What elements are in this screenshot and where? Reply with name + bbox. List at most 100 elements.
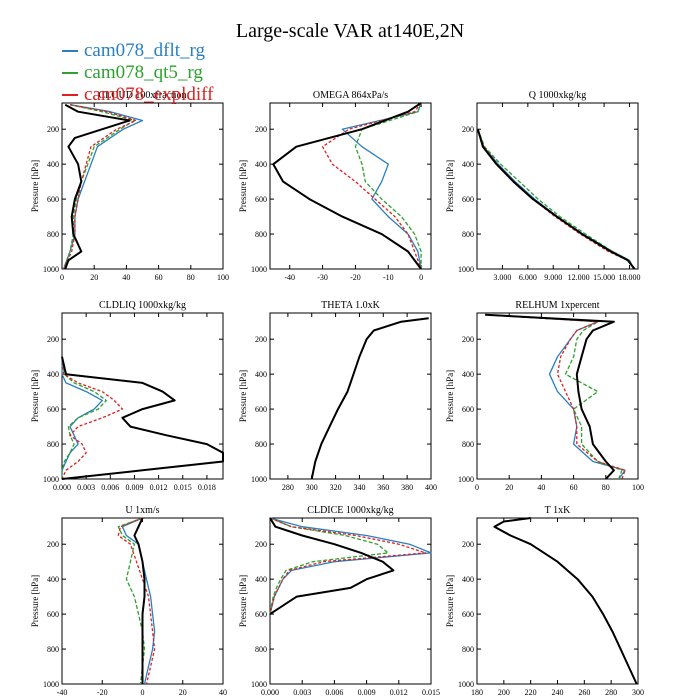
series-line bbox=[477, 128, 635, 270]
y-tick-label: 800 bbox=[47, 645, 59, 654]
series-line bbox=[269, 517, 389, 615]
x-tick-label: 3.000 bbox=[493, 273, 511, 282]
x-tick-label: 0.015 bbox=[422, 688, 440, 697]
y-tick-label: 600 bbox=[462, 610, 474, 619]
plot-frame bbox=[61, 102, 224, 270]
series-line bbox=[121, 517, 156, 685]
x-tick-label: 0.009 bbox=[358, 688, 376, 697]
series-line bbox=[341, 102, 422, 270]
x-tick-label: 0 bbox=[141, 688, 145, 697]
panel-title: OMEGA 864xPa/s bbox=[313, 90, 388, 101]
y-tick-label: 400 bbox=[462, 160, 474, 169]
x-tick-label: 0.009 bbox=[125, 483, 143, 492]
y-axis-title: Pressure [hPa] bbox=[238, 575, 248, 627]
y-tick-label: 200 bbox=[47, 335, 59, 344]
panel-title: CLOUD 100xfraction bbox=[98, 90, 186, 101]
page-title: Large-scale VAR at140E,2N bbox=[235, 20, 465, 42]
y-tick-label: 200 bbox=[255, 540, 267, 549]
legend: cam078_dflt_rg cam078_qt5_rg cam078_expl… bbox=[62, 40, 213, 106]
y-tick-label: 600 bbox=[255, 610, 267, 619]
y-tick-label: 600 bbox=[47, 405, 59, 414]
x-tick-label: 280 bbox=[282, 483, 294, 492]
series-line bbox=[354, 102, 422, 269]
series-line bbox=[272, 102, 422, 270]
panel-title: CLDICE 1000xkg/kg bbox=[307, 505, 393, 516]
y-tick-label: 600 bbox=[255, 405, 267, 414]
x-tick-label: 15.000 bbox=[593, 273, 615, 282]
y-axis-title: Pressure [hPa] bbox=[30, 160, 40, 212]
y-tick-label: 400 bbox=[255, 370, 267, 379]
series-line bbox=[117, 517, 156, 685]
y-tick-label: 400 bbox=[462, 575, 474, 584]
y-tick-label: 800 bbox=[255, 645, 267, 654]
x-tick-label: -20 bbox=[97, 688, 108, 697]
y-axis-title: Pressure [hPa] bbox=[445, 370, 455, 422]
x-tick-label: 360 bbox=[377, 483, 389, 492]
x-tick-label: 280 bbox=[605, 688, 617, 697]
series-line bbox=[64, 103, 131, 270]
series-line bbox=[133, 517, 146, 684]
x-tick-label: 100 bbox=[632, 483, 644, 492]
y-tick-label: 200 bbox=[462, 125, 474, 134]
series-line bbox=[311, 317, 429, 480]
y-axis-title: Pressure [hPa] bbox=[238, 370, 248, 422]
x-tick-label: 40 bbox=[122, 273, 130, 282]
y-tick-label: 800 bbox=[462, 440, 474, 449]
plot-frame bbox=[269, 517, 432, 685]
x-tick-label: 0 bbox=[60, 273, 64, 282]
y-tick-label: 200 bbox=[255, 125, 267, 134]
y-tick-label: 800 bbox=[47, 440, 59, 449]
x-tick-label: 60 bbox=[155, 273, 163, 282]
y-tick-label: 800 bbox=[47, 230, 59, 239]
plot-frame bbox=[476, 312, 639, 480]
x-tick-label: 40 bbox=[219, 688, 227, 697]
y-tick-label: 800 bbox=[255, 230, 267, 239]
y-tick-label: 200 bbox=[255, 335, 267, 344]
series-line bbox=[61, 356, 224, 480]
y-tick-label: 200 bbox=[47, 125, 59, 134]
x-tick-label: 300 bbox=[306, 483, 318, 492]
panel-title: RELHUM 1xpercent bbox=[515, 300, 599, 311]
x-tick-label: 0.000 bbox=[53, 483, 71, 492]
y-tick-label: 800 bbox=[255, 440, 267, 449]
y-tick-label: 200 bbox=[462, 540, 474, 549]
x-tick-label: 0.006 bbox=[101, 483, 119, 492]
x-tick-label: 20 bbox=[179, 688, 187, 697]
y-tick-label: 400 bbox=[255, 575, 267, 584]
x-tick-label: 180 bbox=[471, 688, 483, 697]
series-line bbox=[311, 317, 429, 480]
y-axis-title: Pressure [hPa] bbox=[445, 575, 455, 627]
y-tick-label: 400 bbox=[47, 575, 59, 584]
series-line bbox=[61, 356, 107, 479]
x-tick-label: 0.012 bbox=[390, 688, 408, 697]
x-tick-label: 18.000 bbox=[619, 273, 641, 282]
x-tick-label: 0.018 bbox=[198, 483, 216, 492]
x-tick-label: 0.015 bbox=[174, 483, 192, 492]
y-tick-label: 400 bbox=[47, 370, 59, 379]
series-line bbox=[477, 128, 635, 270]
y-tick-label: 600 bbox=[47, 610, 59, 619]
legend-item: cam078_expldiff bbox=[62, 84, 213, 106]
x-tick-label: 60 bbox=[570, 483, 578, 492]
series-line bbox=[493, 517, 638, 685]
plot-frame bbox=[269, 102, 432, 270]
x-tick-label: 220 bbox=[525, 688, 537, 697]
y-tick-label: 1000 bbox=[458, 265, 474, 274]
series-line bbox=[310, 317, 429, 480]
y-tick-label: 1000 bbox=[251, 265, 267, 274]
series-line bbox=[269, 517, 395, 615]
x-tick-label: -20 bbox=[350, 273, 361, 282]
x-tick-label: 20 bbox=[90, 273, 98, 282]
x-tick-label: 320 bbox=[330, 483, 342, 492]
x-tick-label: 340 bbox=[353, 483, 365, 492]
legend-label: cam078_dflt_rg bbox=[84, 40, 206, 61]
x-tick-label: 380 bbox=[401, 483, 413, 492]
legend-item: cam078_qt5_rg bbox=[62, 62, 213, 84]
y-axis-title: Pressure [hPa] bbox=[238, 160, 248, 212]
y-axis-title: Pressure [hPa] bbox=[445, 160, 455, 212]
x-tick-label: 0.012 bbox=[150, 483, 168, 492]
x-tick-label: -30 bbox=[317, 273, 328, 282]
y-tick-label: 200 bbox=[462, 335, 474, 344]
series-line bbox=[311, 317, 429, 480]
